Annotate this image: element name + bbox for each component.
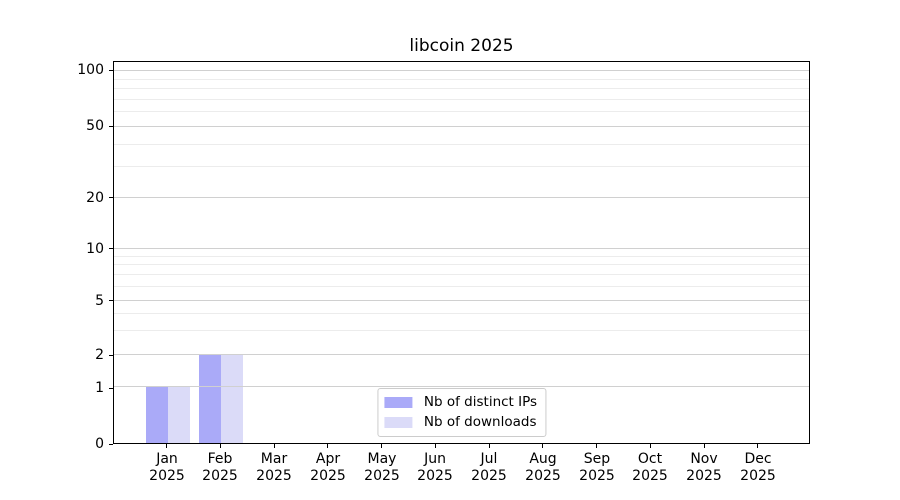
x-tick-label: Sep 2025 bbox=[579, 451, 615, 484]
minor-gridline-4 bbox=[114, 312, 809, 314]
legend: Nb of distinct IPs Nb of downloads bbox=[376, 388, 547, 437]
bar-distinct-ips-jan bbox=[146, 387, 168, 443]
bar-downloads-feb bbox=[221, 354, 243, 443]
x-tick-label: Jul 2025 bbox=[471, 451, 507, 484]
minor-gridline-6 bbox=[114, 286, 809, 288]
plot-area: Nb of distinct IPs Nb of downloads bbox=[113, 61, 810, 444]
x-tick-mark bbox=[489, 444, 490, 448]
bars-layer bbox=[114, 62, 809, 443]
x-tick-label: Jun 2025 bbox=[417, 451, 453, 484]
major-gridline-20 bbox=[114, 197, 809, 199]
y-tick-mark bbox=[109, 70, 113, 71]
major-gridline-100 bbox=[114, 69, 809, 71]
x-tick-label: Oct 2025 bbox=[632, 451, 668, 484]
x-tick-label: Apr 2025 bbox=[310, 451, 346, 484]
x-tick-mark bbox=[650, 444, 651, 448]
y-tick-mark bbox=[109, 126, 113, 127]
bar-distinct-ips-feb bbox=[199, 354, 221, 443]
y-tick-label: 5 bbox=[95, 292, 104, 309]
x-tick-mark bbox=[596, 444, 597, 448]
minor-gridline-8 bbox=[114, 264, 809, 266]
y-tick-mark bbox=[109, 355, 113, 356]
minor-gridline-30 bbox=[114, 165, 809, 167]
y-tick-label: 2 bbox=[95, 347, 104, 364]
x-tick-mark bbox=[327, 444, 328, 448]
x-tick-label: Dec 2025 bbox=[740, 451, 776, 484]
minor-gridline-60 bbox=[114, 111, 809, 113]
x-tick-mark bbox=[704, 444, 705, 448]
x-tick-mark bbox=[435, 444, 436, 448]
legend-item-0: Nb of distinct IPs bbox=[383, 394, 538, 411]
x-tick-label: Jan 2025 bbox=[149, 451, 185, 484]
bar-downloads-jan bbox=[168, 387, 190, 443]
x-tick-mark bbox=[381, 444, 382, 448]
major-gridline-10 bbox=[114, 247, 809, 249]
x-tick-mark bbox=[542, 444, 543, 448]
major-gridline-5 bbox=[114, 299, 809, 301]
x-tick-label: Nov 2025 bbox=[686, 451, 722, 484]
y-tick-label: 0 bbox=[95, 436, 104, 452]
y-tick-label: 10 bbox=[86, 240, 104, 257]
y-tick-mark bbox=[109, 300, 113, 301]
y-tick-label: 50 bbox=[86, 118, 104, 135]
x-tick-label: May 2025 bbox=[364, 451, 400, 484]
minor-gridline-90 bbox=[114, 78, 809, 80]
legend-items: Nb of distinct IPs Nb of downloads bbox=[383, 394, 538, 431]
major-gridline-2 bbox=[114, 353, 809, 355]
chart-title: libcoin 2025 bbox=[409, 36, 514, 56]
x-tick-mark bbox=[166, 444, 167, 448]
minor-gridline-7 bbox=[114, 274, 809, 276]
legend-item-1: Nb of downloads bbox=[383, 414, 537, 431]
gridlines-layer bbox=[114, 62, 809, 443]
y-tick-mark bbox=[109, 444, 113, 445]
y-tick-label: 100 bbox=[77, 62, 104, 78]
minor-gridline-70 bbox=[114, 98, 809, 100]
minor-gridline-3 bbox=[114, 330, 809, 331]
y-tick-mark bbox=[109, 248, 113, 249]
minor-gridline-80 bbox=[114, 88, 809, 90]
y-tick-mark bbox=[109, 197, 113, 198]
x-tick-mark bbox=[220, 444, 221, 448]
minor-gridline-40 bbox=[114, 143, 809, 145]
legend-swatch-icon bbox=[383, 417, 412, 428]
major-gridline-50 bbox=[114, 126, 809, 128]
y-tick-label: 1 bbox=[95, 380, 104, 396]
x-tick-mark bbox=[274, 444, 275, 448]
y-tick-label: 20 bbox=[86, 189, 104, 206]
legend-swatch-icon bbox=[383, 397, 412, 408]
x-tick-label: Feb 2025 bbox=[202, 451, 238, 484]
x-tick-mark bbox=[757, 444, 758, 448]
y-tick-mark bbox=[109, 388, 113, 389]
legend-label: Nb of distinct IPs bbox=[423, 394, 538, 410]
legend-label: Nb of downloads bbox=[423, 414, 537, 430]
x-tick-label: Mar 2025 bbox=[256, 451, 292, 484]
x-tick-label: Aug 2025 bbox=[525, 451, 561, 484]
minor-gridline-9 bbox=[114, 255, 809, 257]
